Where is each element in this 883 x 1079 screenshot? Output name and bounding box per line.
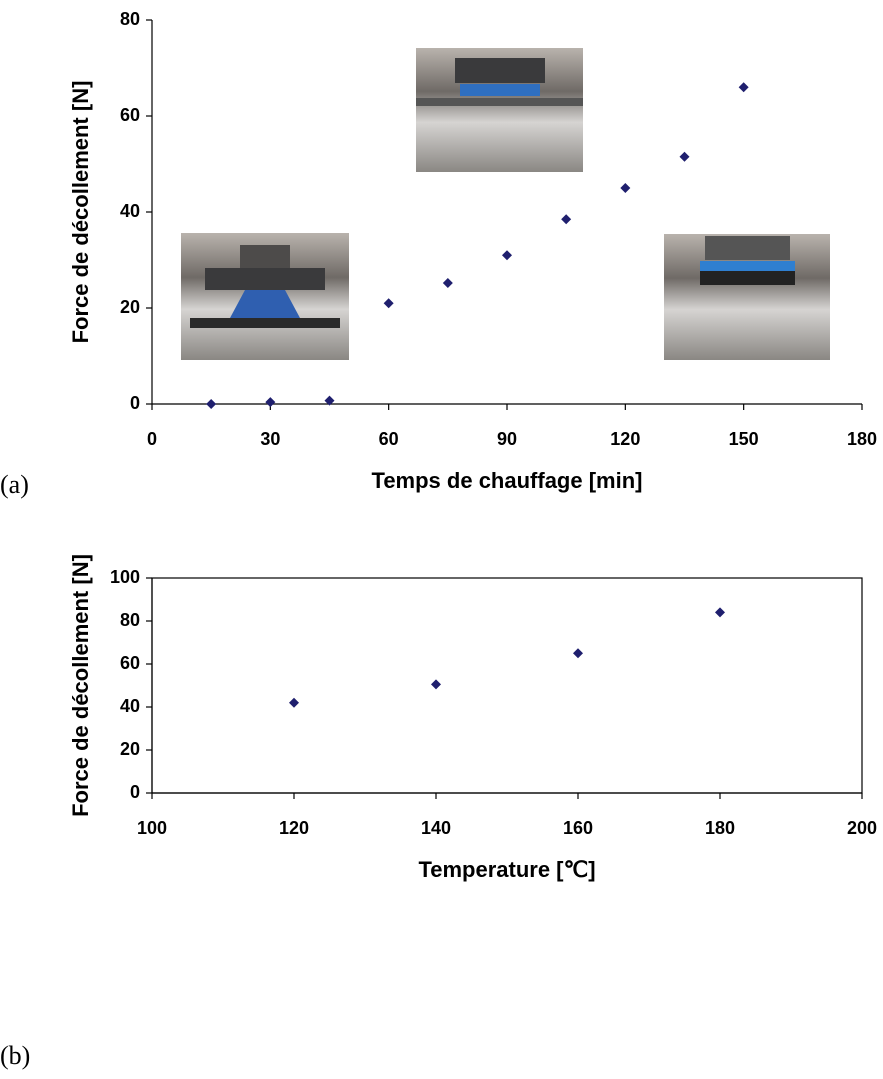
y-tick-label: 60 xyxy=(120,653,140,673)
data-point xyxy=(738,82,749,93)
x-tick-label: 90 xyxy=(497,429,517,449)
x-tick-label: 150 xyxy=(729,429,759,449)
data-point xyxy=(265,397,276,408)
y-tick-label: 100 xyxy=(110,567,140,587)
y-axis-title: Force de décollement [N] xyxy=(68,554,93,817)
inset-photo xyxy=(181,233,349,360)
data-point xyxy=(206,399,217,409)
data-point xyxy=(289,697,299,708)
x-tick-label: 180 xyxy=(705,818,735,838)
y-tick-label: 0 xyxy=(130,782,140,802)
data-point xyxy=(383,298,394,309)
chart: 0 20 40 60 80 100 100 120 140 160 180 200 Temperatur… xyxy=(0,554,877,1070)
x-tick-label: 160 xyxy=(563,818,593,838)
y-axis-title: Force de décollement [N] xyxy=(68,81,93,344)
plot-frame xyxy=(151,577,863,794)
data-point xyxy=(620,183,631,193)
chart: 0 20 40 60 80 0 30 60 90 120 150 180 Temps de chauff… xyxy=(0,9,877,499)
data-point xyxy=(561,214,572,225)
x-tick-label: 30 xyxy=(260,429,280,449)
x-tick-label: 120 xyxy=(610,429,640,449)
x-tick-label: 0 xyxy=(147,429,157,449)
data-point xyxy=(679,151,690,162)
x-tick-label: 140 xyxy=(421,818,451,838)
panel-label: (a) xyxy=(0,470,29,499)
y-tick-label: 20 xyxy=(120,297,140,317)
data-point xyxy=(573,648,583,659)
x-tick-label: 180 xyxy=(847,429,877,449)
x-axis-title: Temps de chauffage [min] xyxy=(372,468,643,493)
data-point xyxy=(715,607,725,618)
x-tick-label: 200 xyxy=(847,818,877,838)
inset-photo xyxy=(664,234,830,360)
data-point xyxy=(431,679,441,690)
data-point xyxy=(502,250,512,261)
x-tick-label: 60 xyxy=(379,429,399,449)
inset-photo xyxy=(416,48,583,172)
y-tick-label: 60 xyxy=(120,105,140,125)
y-tick-label: 0 xyxy=(130,393,140,413)
panel-label: (b) xyxy=(0,1041,30,1070)
y-tick-label: 20 xyxy=(120,739,140,759)
data-point xyxy=(442,278,453,289)
y-tick-label: 80 xyxy=(120,9,140,29)
data-point xyxy=(324,395,335,406)
y-tick-label: 40 xyxy=(120,201,140,221)
y-tick-label: 80 xyxy=(120,610,140,630)
x-axis-title: Temperature [℃] xyxy=(418,857,595,882)
x-tick-label: 100 xyxy=(137,818,167,838)
y-tick-label: 40 xyxy=(120,696,140,716)
x-tick-label: 120 xyxy=(279,818,309,838)
